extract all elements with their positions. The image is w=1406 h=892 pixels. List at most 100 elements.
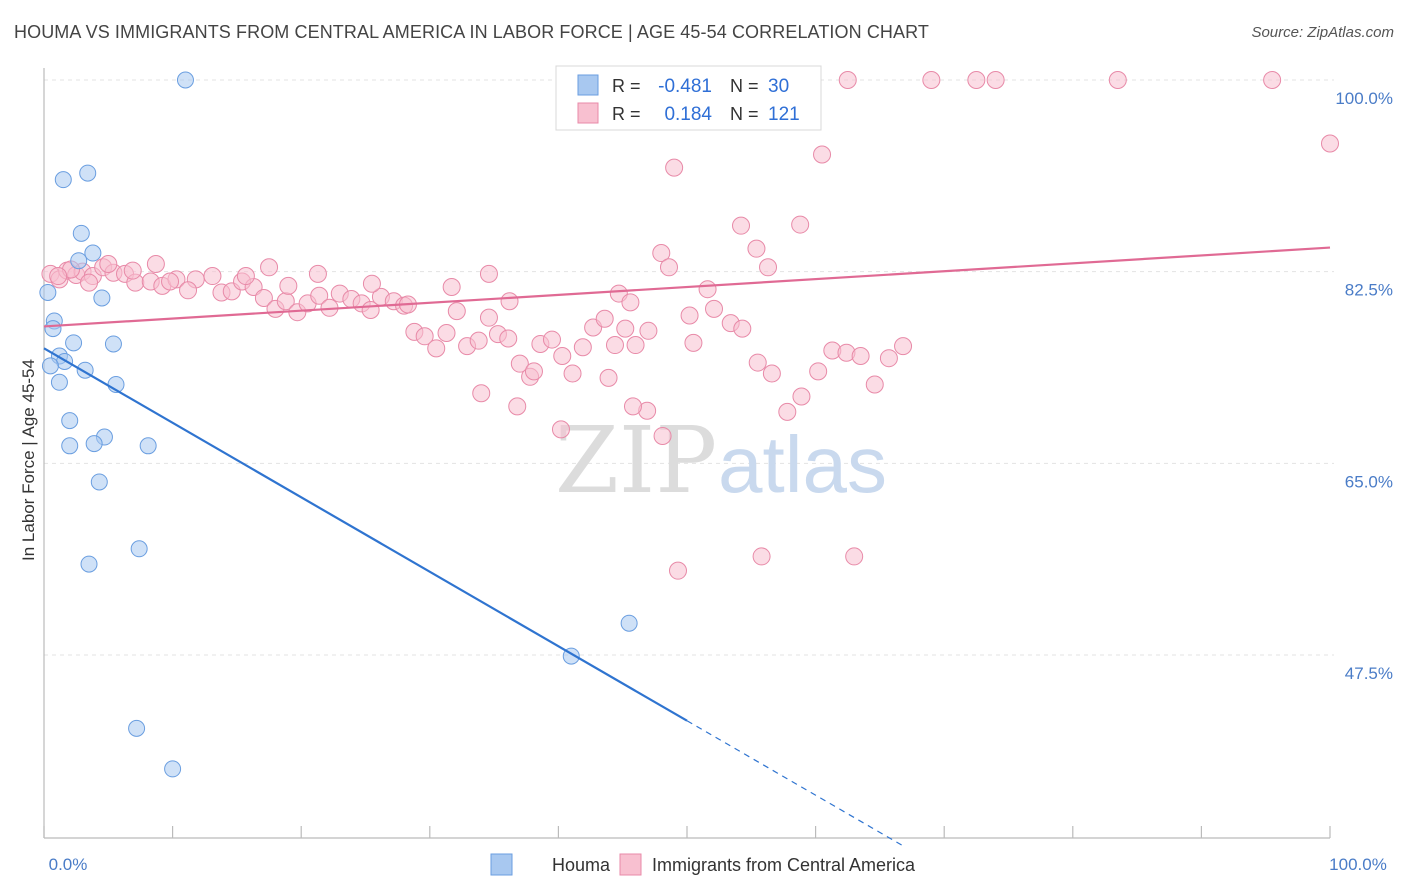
point-central-america (668, 561, 687, 580)
point-central-america (865, 375, 884, 394)
point-central-america (733, 319, 752, 338)
point-central-america (599, 368, 618, 387)
point-central-america (623, 397, 642, 416)
point-central-america (447, 302, 466, 321)
trend-line-houma (43, 347, 688, 722)
point-central-america (752, 547, 771, 566)
point-central-america (123, 261, 142, 280)
point-houma (72, 224, 90, 242)
point-central-america (510, 354, 529, 373)
point-houma (79, 164, 97, 182)
point-central-america (705, 299, 724, 318)
watermark-atlas: atlas (718, 420, 887, 509)
point-central-america (508, 397, 527, 416)
source-label: Source: ZipAtlas.com (1251, 24, 1394, 41)
point-central-america (236, 267, 255, 286)
point-central-america (879, 349, 898, 368)
point-central-america (563, 364, 582, 383)
point-central-america (573, 338, 592, 357)
y-tick-labels: 100.0% 82.5% 65.0% 47.5% (1335, 89, 1393, 683)
point-houma (128, 719, 146, 737)
point-central-america (1263, 71, 1282, 89)
point-central-america (500, 292, 519, 311)
y-tick-label: 82.5% (1345, 281, 1393, 300)
point-central-america (851, 347, 870, 365)
point-central-america (279, 276, 298, 295)
legend-n-value: 30 (768, 76, 789, 97)
x-tick-label: 100.0% (1329, 855, 1387, 874)
point-central-america (551, 420, 570, 439)
point-central-america (553, 347, 572, 365)
point-central-america (813, 145, 832, 164)
trend-lines (43, 246, 1331, 848)
point-central-america (254, 288, 273, 307)
point-central-america (442, 278, 461, 296)
point-central-america (894, 337, 913, 356)
point-central-america (626, 336, 645, 355)
point-central-america (469, 331, 488, 350)
point-central-america (479, 308, 498, 327)
point-central-america (99, 255, 118, 273)
point-central-america (659, 258, 678, 277)
bottom-legend-swatch (490, 853, 513, 876)
point-central-america (967, 71, 986, 89)
point-central-america (792, 387, 811, 406)
point-houma (84, 244, 102, 262)
bottom-legend-label: Immigrants from Central America (652, 855, 916, 875)
legend-n-value: 121 (768, 104, 800, 125)
point-central-america (472, 384, 491, 403)
point-houma (85, 435, 103, 453)
point-central-america (479, 264, 498, 283)
point-houma (104, 335, 122, 353)
grid-lines (44, 79, 1334, 656)
point-houma (93, 289, 111, 307)
point-central-america (652, 244, 671, 263)
point-central-america (665, 158, 684, 177)
point-central-america (653, 426, 672, 445)
point-central-america (203, 267, 222, 286)
trend-line-houma-extrapolated (686, 720, 906, 848)
point-central-america (146, 255, 165, 273)
point-houma (80, 555, 98, 573)
point-central-america (427, 339, 446, 358)
point-houma (61, 437, 79, 455)
point-central-america (639, 321, 658, 340)
point-central-america (595, 309, 614, 328)
point-central-america (161, 272, 180, 291)
point-central-america (732, 216, 751, 235)
x-tick-labels: 0.0% 100.0% (49, 855, 1387, 874)
point-houma (130, 540, 148, 558)
point-central-america (1108, 71, 1127, 89)
point-houma (164, 760, 182, 778)
legend-n-label: N = (730, 76, 759, 96)
point-central-america (838, 71, 857, 89)
point-central-america (698, 280, 717, 299)
point-central-america (260, 258, 279, 277)
trend-line-central-america (43, 246, 1331, 328)
point-houma (65, 334, 83, 352)
point-central-america (49, 267, 68, 286)
point-central-america (845, 547, 864, 566)
point-central-america (542, 330, 561, 349)
point-central-america (616, 319, 635, 338)
watermark: ZIP atlas (555, 407, 887, 514)
point-central-america (499, 329, 518, 348)
point-central-america (621, 293, 640, 312)
point-central-america (362, 274, 381, 293)
x-tick-label: 0.0% (49, 855, 88, 874)
point-central-america (605, 336, 624, 355)
point-central-america (437, 324, 456, 342)
point-central-america (310, 286, 329, 305)
point-houma (90, 473, 108, 491)
bottom-legend: Houma Immigrants from Central America (490, 853, 916, 876)
point-central-america (748, 353, 767, 372)
y-tick-label: 100.0% (1335, 89, 1393, 108)
point-central-america (986, 71, 1005, 89)
y-axis-title: In Labor Force | Age 45-54 (19, 359, 38, 561)
point-houma (61, 412, 79, 430)
legend: R = -0.481 N = 30 R = 0.184 N = 121 (555, 65, 822, 131)
point-central-america (747, 239, 766, 258)
legend-r-label: R = (612, 104, 641, 124)
axes (43, 68, 1331, 839)
